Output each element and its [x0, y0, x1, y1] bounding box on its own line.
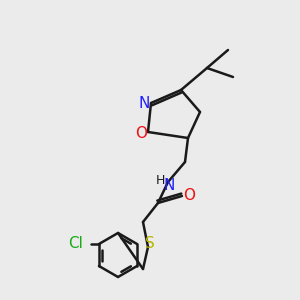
Text: Cl: Cl	[68, 236, 83, 251]
Text: O: O	[135, 125, 147, 140]
Text: N: N	[163, 178, 175, 193]
Text: O: O	[183, 188, 195, 203]
Text: H: H	[155, 173, 165, 187]
Text: S: S	[145, 236, 155, 251]
Text: N: N	[138, 95, 150, 110]
